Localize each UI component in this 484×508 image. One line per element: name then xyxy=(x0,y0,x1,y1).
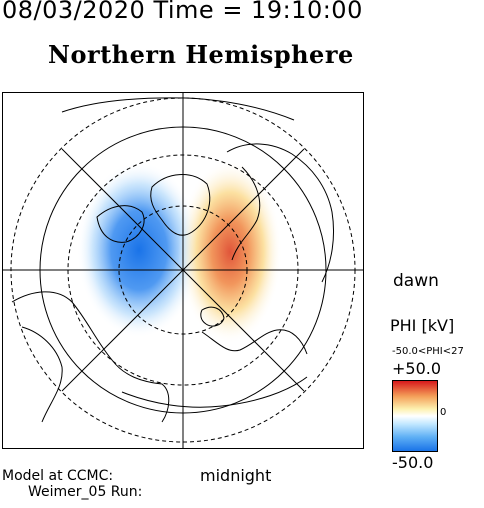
colorbar-zero-label: 0 xyxy=(440,407,447,418)
hemisphere-title: Northern Hemisphere xyxy=(48,40,354,69)
coastline-siberia xyxy=(61,97,308,408)
meridian-line xyxy=(61,148,305,392)
model-label: Model at CCMC: xyxy=(2,468,114,484)
positive-potential-cell xyxy=(178,160,282,344)
colorbar xyxy=(392,380,438,452)
colorbar-range: -50.0<PHI<27 xyxy=(392,346,464,357)
coastline-north-america xyxy=(11,291,170,423)
potential-field xyxy=(77,160,282,344)
colorbar-min-label: -50.0 xyxy=(392,453,434,472)
coastline-eurasia xyxy=(201,143,335,355)
polar-map xyxy=(2,92,364,449)
coastline-greenland xyxy=(150,174,211,236)
dawn-label: dawn xyxy=(393,271,439,291)
meridians xyxy=(2,92,364,449)
datetime-title: 08/03/2020 Time = 19:10:00 xyxy=(2,0,363,24)
coastline-iceland xyxy=(200,306,225,327)
run-label: Weimer_05 Run: xyxy=(28,484,143,500)
colorbar-title: PHI [kV] xyxy=(390,316,455,335)
colorbar-max-label: +50.0 xyxy=(392,359,442,378)
coastlines xyxy=(11,97,335,423)
negative-potential-cell xyxy=(77,162,201,338)
midnight-label: midnight xyxy=(200,466,272,485)
coastline-arctic-archipelago xyxy=(96,205,145,243)
